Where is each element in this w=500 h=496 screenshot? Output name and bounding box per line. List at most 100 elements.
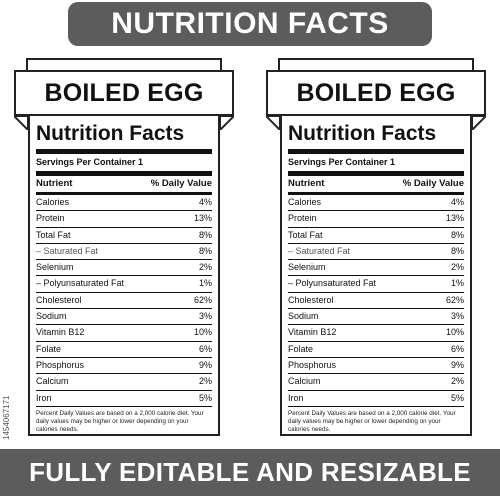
nutrient-name: Calcium: [36, 376, 69, 387]
facts-panel: Nutrition Facts Servings Per Container 1…: [28, 116, 220, 436]
table-header: Nutrient % Daily Value: [288, 176, 464, 195]
ribbon-fold-left: [266, 116, 280, 130]
nutrient-value: 8%: [450, 245, 464, 256]
nutrient-value: 1%: [450, 278, 464, 289]
nutrient-value: 9%: [198, 359, 212, 370]
nutrient-value: 2%: [450, 262, 464, 273]
nutrient-value: 8%: [198, 245, 212, 256]
nutrient-name: Selenium: [288, 262, 326, 273]
table-row: Cholesterol 62%: [36, 293, 212, 310]
table-row: – Polyunsaturated Fat 1%: [288, 276, 464, 293]
nutrient-value: 13%: [193, 213, 212, 224]
table-row: Phosphorus 9%: [288, 358, 464, 375]
nutrient-value: 10%: [445, 327, 464, 338]
nutrition-label-right: BOILED EGG Nutrition Facts Servings Per …: [266, 58, 486, 438]
nutrient-name: Total Fat: [288, 229, 323, 240]
nutrient-name: – Saturated Fat: [36, 245, 99, 256]
ribbon-fold-right: [472, 116, 486, 130]
nutrient-value: 2%: [198, 262, 212, 273]
table-row: Sodium 3%: [288, 309, 464, 326]
stock-id: 1454067171: [2, 395, 11, 441]
nutrient-value: 9%: [450, 359, 464, 370]
food-name-ribbon: BOILED EGG: [266, 70, 486, 116]
nutrient-name: Protein: [36, 213, 65, 224]
facts-title: Nutrition Facts: [36, 122, 212, 154]
table-row: – Saturated Fat 8%: [36, 244, 212, 261]
table-row: Selenium 2%: [36, 260, 212, 277]
header-nutrient: Nutrient: [36, 178, 73, 189]
nutrient-value: 6%: [450, 343, 464, 354]
facts-panel: Nutrition Facts Servings Per Container 1…: [280, 116, 472, 436]
nutrition-label-left: BOILED EGG Nutrition Facts Servings Per …: [14, 58, 234, 438]
table-row: Total Fat 8%: [288, 228, 464, 244]
nutrient-name: Total Fat: [36, 229, 71, 240]
nutrient-value: 4%: [450, 197, 464, 207]
table-row: Calories 4%: [288, 195, 464, 212]
nutrient-name: Vitamin B12: [288, 327, 337, 338]
table-row: – Polyunsaturated Fat 1%: [36, 276, 212, 293]
nutrient-name: Phosphorus: [36, 359, 85, 370]
nutrient-name: Protein: [288, 213, 317, 224]
nutrient-name: – Saturated Fat: [288, 245, 351, 256]
table-row: Calcium 2%: [36, 374, 212, 391]
nutrient-value: 2%: [450, 376, 464, 387]
nutrient-name: Iron: [36, 392, 52, 403]
table-row: Folate 6%: [36, 342, 212, 358]
table-row: Total Fat 8%: [36, 228, 212, 244]
table-row: Selenium 2%: [288, 260, 464, 277]
nutrient-name: Sodium: [288, 311, 319, 322]
table-row: Calcium 2%: [288, 374, 464, 391]
nutrient-name: Calories: [36, 197, 70, 207]
nutrient-name: Calories: [288, 197, 322, 207]
table-row: Phosphorus 9%: [36, 358, 212, 375]
label-tab: [26, 58, 222, 70]
table-row: Sodium 3%: [36, 309, 212, 326]
header-daily-value: % Daily Value: [150, 178, 212, 189]
nutrient-name: Vitamin B12: [36, 327, 85, 338]
nutrient-name: – Polyunsaturated Fat: [288, 278, 377, 289]
nutrient-name: Folate: [288, 343, 314, 354]
nutrient-value: 5%: [450, 392, 464, 403]
nutrient-name: Iron: [288, 392, 304, 403]
top-banner: NUTRITION FACTS: [68, 2, 432, 46]
table-row: Protein 13%: [288, 211, 464, 228]
nutrient-name: Calcium: [288, 376, 321, 387]
nutrient-value: 13%: [445, 213, 464, 224]
nutrient-name: – Polyunsaturated Fat: [36, 278, 125, 289]
nutrient-name: Folate: [36, 343, 62, 354]
nutrient-value: 3%: [198, 311, 212, 322]
nutrient-value: 5%: [198, 392, 212, 403]
table-row: – Saturated Fat 8%: [288, 244, 464, 261]
nutrient-value: 4%: [198, 197, 212, 207]
table-row: Vitamin B12 10%: [288, 325, 464, 342]
facts-title: Nutrition Facts: [288, 122, 464, 154]
nutrient-value: 10%: [193, 327, 212, 338]
nutrient-value: 6%: [198, 343, 212, 354]
nutrient-name: Cholesterol: [36, 294, 82, 305]
header-nutrient: Nutrient: [288, 178, 325, 189]
header-daily-value: % Daily Value: [402, 178, 464, 189]
servings: Servings Per Container 1: [36, 154, 212, 176]
nutrient-value: 8%: [450, 229, 464, 240]
table-row: Iron 5%: [288, 391, 464, 407]
table-row: Calories 4%: [36, 195, 212, 212]
nutrient-value: 3%: [450, 311, 464, 322]
table-row: Cholesterol 62%: [288, 293, 464, 310]
nutrient-value: 2%: [198, 376, 212, 387]
nutrient-name: Selenium: [36, 262, 74, 273]
table-row: Protein 13%: [36, 211, 212, 228]
nutrient-name: Cholesterol: [288, 294, 334, 305]
nutrient-value: 8%: [198, 229, 212, 240]
nutrient-name: Phosphorus: [288, 359, 337, 370]
nutrient-value: 62%: [445, 294, 464, 305]
food-name-ribbon: BOILED EGG: [14, 70, 234, 116]
table-row: Vitamin B12 10%: [36, 325, 212, 342]
label-tab: [278, 58, 474, 70]
ribbon-fold-right: [220, 116, 234, 130]
table-row: Folate 6%: [288, 342, 464, 358]
ribbon-fold-left: [14, 116, 28, 130]
footnote: Percent Daily Values are based on a 2,00…: [36, 409, 204, 433]
table-row: Iron 5%: [36, 391, 212, 407]
nutrient-name: Sodium: [36, 311, 67, 322]
nutrient-value: 1%: [198, 278, 212, 289]
